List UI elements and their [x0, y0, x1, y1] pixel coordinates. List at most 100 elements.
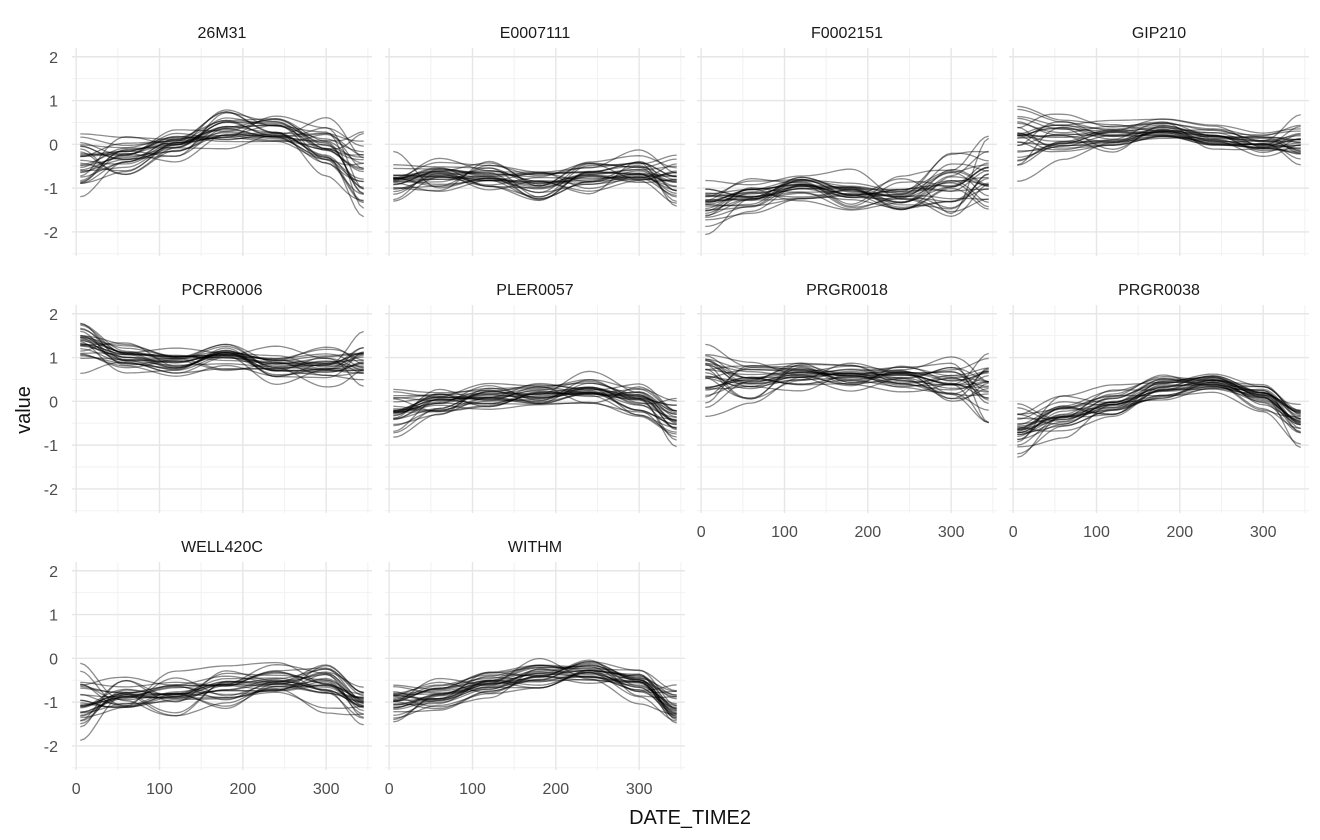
facet-panel: WITHM 0 100 200 300 — [385, 539, 685, 798]
x-tick-label: 0 — [697, 524, 706, 541]
series-line — [393, 662, 677, 712]
series-line — [1017, 131, 1301, 158]
series-line — [1017, 125, 1301, 146]
series-line — [705, 176, 989, 211]
series-line — [393, 388, 677, 418]
series-line — [393, 378, 677, 402]
series-line — [80, 336, 364, 381]
series-line — [1017, 122, 1301, 144]
series-line — [393, 154, 677, 198]
series-line — [80, 664, 364, 713]
series-line — [393, 149, 677, 179]
series-line — [393, 671, 677, 719]
series-line — [80, 688, 364, 716]
series-line — [80, 124, 365, 209]
series-line — [80, 677, 364, 714]
series-line — [1017, 375, 1301, 426]
series-line — [80, 354, 364, 377]
series-line — [80, 125, 364, 202]
series-line — [80, 118, 364, 161]
series-line — [705, 367, 989, 405]
series-line — [80, 338, 364, 365]
series-line — [393, 174, 677, 204]
series-line — [393, 370, 677, 424]
series-line — [80, 118, 364, 165]
series-line — [1017, 114, 1301, 142]
series-line — [80, 337, 364, 371]
series-line — [80, 121, 364, 204]
series-line — [1017, 134, 1301, 166]
series-line — [393, 172, 677, 198]
series-line — [705, 366, 989, 385]
y-tick-label: -2 — [44, 739, 58, 756]
series-line — [1017, 130, 1301, 152]
series-line — [1017, 131, 1301, 152]
series-line — [1017, 126, 1301, 147]
series-line — [1017, 384, 1301, 430]
series-line — [80, 670, 364, 712]
series-line — [1017, 382, 1301, 430]
series-line — [1017, 373, 1301, 423]
series-line — [1017, 387, 1301, 434]
x-tick-label: 0 — [1009, 524, 1018, 541]
series-line — [705, 177, 989, 236]
x-tick-label: 300 — [938, 524, 965, 541]
series-line — [705, 176, 989, 202]
series-line — [705, 372, 989, 424]
series-line — [1017, 130, 1301, 154]
series-line — [705, 184, 989, 206]
series-line — [80, 682, 364, 717]
series-line — [393, 160, 677, 195]
series-line — [1017, 377, 1301, 434]
series-line — [393, 676, 677, 719]
x-tick-label: 100 — [459, 781, 486, 798]
series-line — [1017, 378, 1301, 429]
series-line — [80, 672, 364, 709]
series-line — [393, 665, 677, 709]
series-line — [705, 362, 989, 401]
series-line — [705, 367, 989, 400]
series-line — [705, 373, 989, 411]
series-line — [1017, 113, 1301, 141]
series-line — [705, 169, 989, 203]
series-line — [393, 390, 677, 414]
facet-panel: PLER0057 — [385, 282, 685, 513]
series-line — [80, 670, 364, 722]
series-line — [393, 388, 677, 422]
series-line — [705, 359, 989, 381]
series-line — [393, 170, 677, 180]
series-line — [705, 362, 989, 387]
facet-panel: WELL420C 2 1 0 -1 -2 0 100 200 300 — [44, 539, 372, 798]
series-line — [393, 392, 677, 448]
series-line — [80, 684, 364, 708]
series-line — [1017, 380, 1301, 420]
series-line — [705, 356, 989, 384]
y-tick-label: -2 — [44, 482, 58, 499]
series-line — [1017, 121, 1301, 154]
series-line — [80, 346, 364, 375]
series-line — [80, 683, 364, 710]
x-tick-label: 0 — [72, 781, 81, 798]
series-line — [393, 671, 677, 715]
y-tick-label: 0 — [49, 394, 58, 411]
series-line — [80, 672, 364, 708]
series-line — [393, 155, 677, 187]
series-line — [80, 115, 364, 161]
series-line — [393, 667, 677, 707]
series-line — [80, 133, 364, 198]
series-line — [705, 168, 989, 218]
series-line — [80, 668, 364, 722]
series-line — [393, 664, 677, 710]
series-line — [393, 392, 677, 431]
series-line — [393, 669, 677, 702]
series-line — [1017, 127, 1301, 155]
series-line — [80, 121, 364, 194]
series-line — [705, 182, 989, 216]
series-line — [1017, 386, 1301, 440]
series-line — [1017, 121, 1301, 153]
series-line — [1017, 391, 1301, 448]
series-line — [393, 669, 677, 719]
series-line — [1017, 375, 1301, 425]
series-line — [80, 679, 364, 726]
series-line — [1017, 130, 1301, 162]
